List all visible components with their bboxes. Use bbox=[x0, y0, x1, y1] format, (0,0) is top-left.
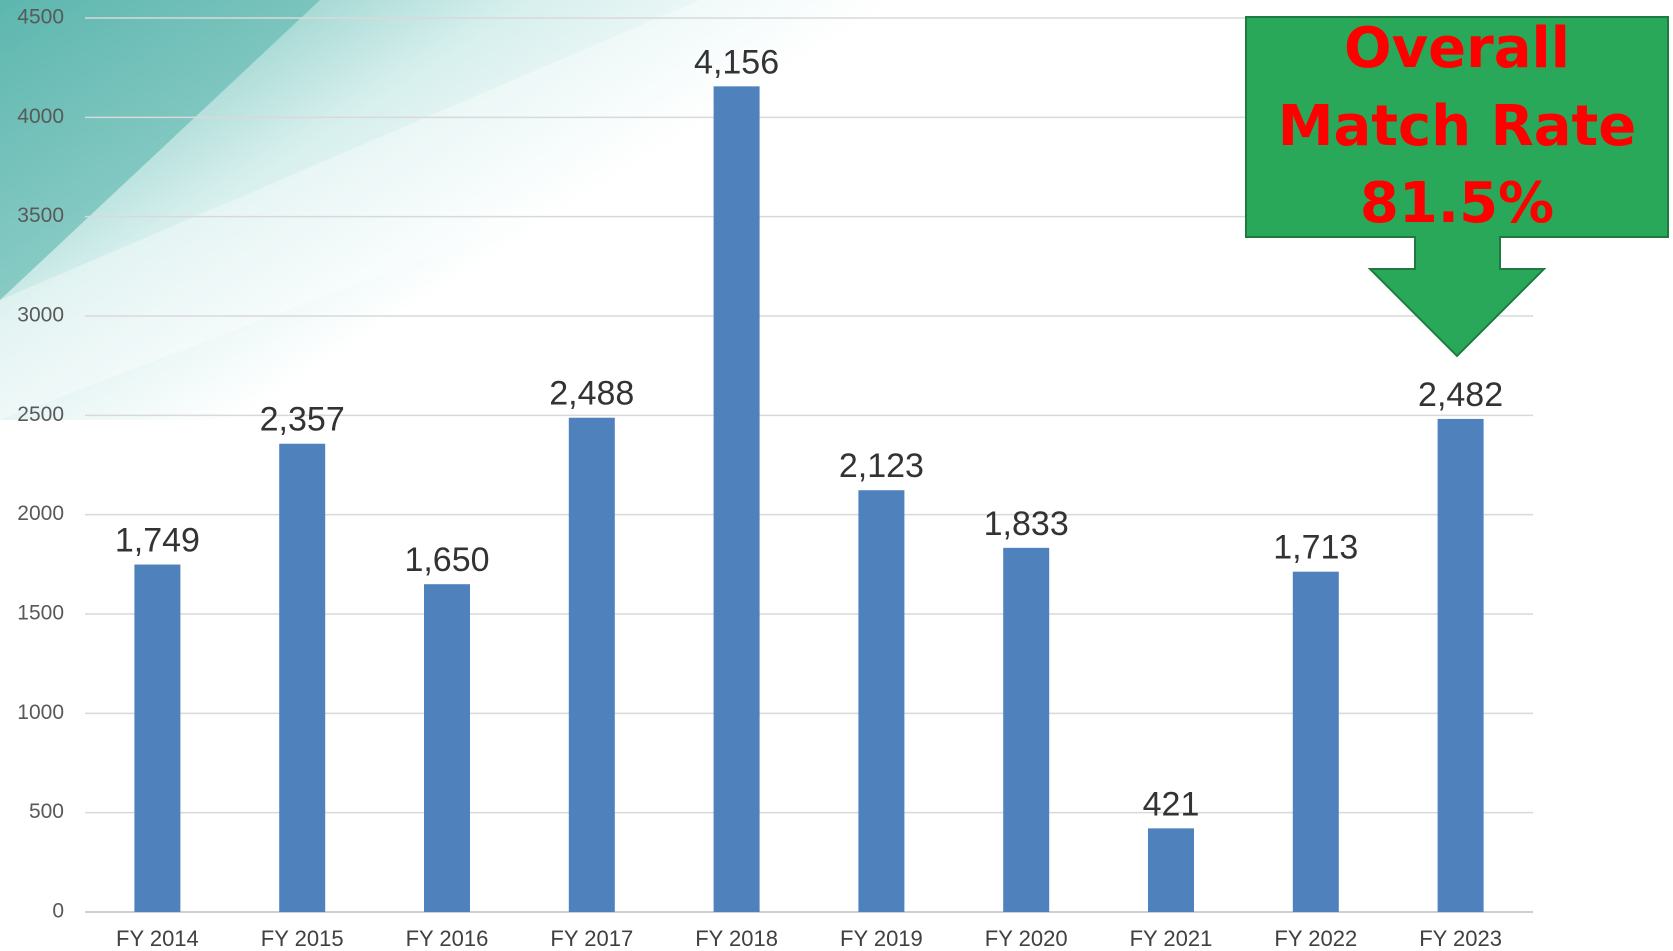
x-tick-label: FY 2020 bbox=[985, 926, 1068, 951]
background bbox=[0, 420, 1100, 951]
y-tick-label: 1500 bbox=[17, 602, 64, 625]
value-label: 1,833 bbox=[984, 505, 1069, 543]
value-label: 2,488 bbox=[549, 375, 634, 413]
bar bbox=[1003, 547, 1050, 912]
x-tick-label: FY 2021 bbox=[1130, 926, 1213, 951]
callout-text: Match Rate bbox=[1278, 94, 1637, 159]
x-tick-label: FY 2023 bbox=[1419, 926, 1502, 951]
value-label: 1,650 bbox=[404, 541, 489, 579]
value-label: 2,123 bbox=[839, 447, 924, 485]
x-tick-label: FY 2022 bbox=[1274, 926, 1357, 951]
x-tick-label: FY 2018 bbox=[695, 926, 778, 951]
callout: Overall Match Rate 81.5% bbox=[1245, 16, 1669, 358]
y-tick-label: 2000 bbox=[17, 502, 64, 525]
y-tick-label: 1000 bbox=[17, 701, 64, 724]
bar bbox=[568, 417, 615, 912]
bar bbox=[713, 86, 760, 913]
bar bbox=[279, 443, 326, 912]
x-tick-label: FY 2016 bbox=[406, 926, 489, 951]
background-shape bbox=[0, 0, 320, 300]
bar bbox=[424, 584, 470, 912]
value-label: 2,482 bbox=[1418, 376, 1503, 414]
x-tick-label: FY 2017 bbox=[550, 926, 633, 951]
bar bbox=[858, 490, 905, 912]
x-tick-label: FY 2019 bbox=[840, 926, 923, 951]
y-tick-label: 3000 bbox=[17, 304, 64, 327]
x-tick-label: FY 2015 bbox=[261, 926, 344, 951]
bar bbox=[1437, 418, 1484, 912]
bar bbox=[134, 564, 181, 912]
y-tick-label: 2500 bbox=[17, 403, 64, 426]
value-label: 4,156 bbox=[694, 43, 779, 81]
x-tick-label: FY 2014 bbox=[116, 926, 199, 951]
value-label: 1,713 bbox=[1273, 529, 1358, 567]
y-tick-label: 0 bbox=[52, 900, 64, 923]
plot: 0 500 1000 1500 2000 2500 3000 3500 4000 4500 1,74… bbox=[17, 6, 1533, 951]
value-label: 2,357 bbox=[260, 401, 345, 439]
callout-arrow bbox=[1245, 16, 1669, 358]
background-shape bbox=[0, 0, 1100, 420]
bar bbox=[1292, 571, 1339, 912]
y-tick-label: 3500 bbox=[17, 204, 64, 227]
y-tick-label: 4000 bbox=[17, 105, 64, 128]
callout-text: Overall bbox=[1344, 16, 1570, 81]
value-label: 1,749 bbox=[115, 522, 200, 560]
y-tick-label: 4500 bbox=[17, 6, 64, 29]
bar bbox=[1148, 828, 1194, 912]
value-label: 421 bbox=[1143, 785, 1200, 823]
y-tick-label: 500 bbox=[29, 800, 64, 823]
callout-text: 81.5% bbox=[1360, 171, 1554, 236]
